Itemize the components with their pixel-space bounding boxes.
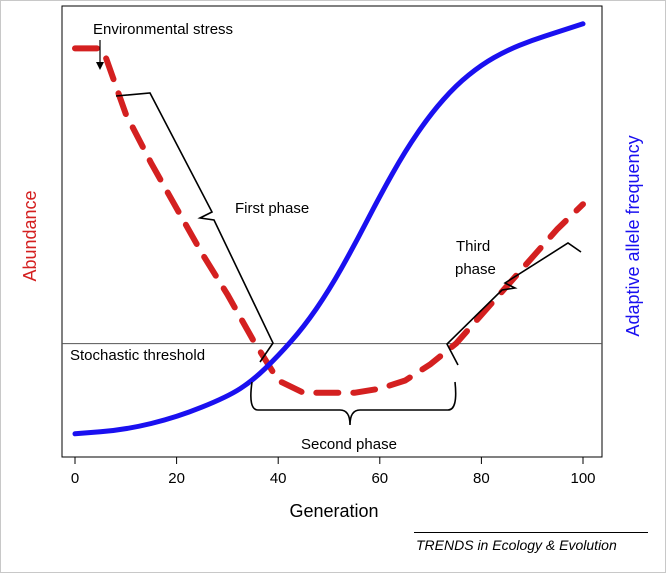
y-axis-label-right: Adaptive allele frequency — [623, 135, 643, 336]
y-axis-label-left: Abundance — [20, 190, 40, 281]
x-tick-label: 80 — [473, 470, 490, 487]
plot-area — [61, 5, 603, 458]
threshold-label: Stochastic threshold — [70, 347, 205, 364]
x-tick-label: 40 — [270, 470, 287, 487]
allele-frequency-series-line — [72, 21, 586, 437]
second-phase-brace — [250, 381, 457, 426]
third-phase-label: Third phase — [455, 238, 496, 278]
journal-credit: TRENDS in Ecology & Evolution — [416, 537, 617, 553]
x-tick-label: 100 — [570, 470, 595, 487]
x-tick-label: 60 — [371, 470, 388, 487]
first-phase-label: First phase — [235, 200, 309, 217]
environmental-stress-label: Environmental stress — [93, 21, 233, 38]
abundance-series-line — [72, 45, 586, 396]
x-tick-label: 0 — [71, 470, 79, 487]
x-tick-label: 20 — [168, 470, 185, 487]
third-phase-brace — [446, 242, 582, 366]
stress-arrowhead — [96, 62, 104, 70]
footer-rule — [414, 532, 648, 533]
x-axis-label: Generation — [289, 501, 378, 521]
x-axis-ticks: 0 20 40 60 80 100 — [71, 457, 596, 487]
second-phase-label: Second phase — [301, 436, 397, 453]
first-phase-brace — [115, 92, 274, 363]
